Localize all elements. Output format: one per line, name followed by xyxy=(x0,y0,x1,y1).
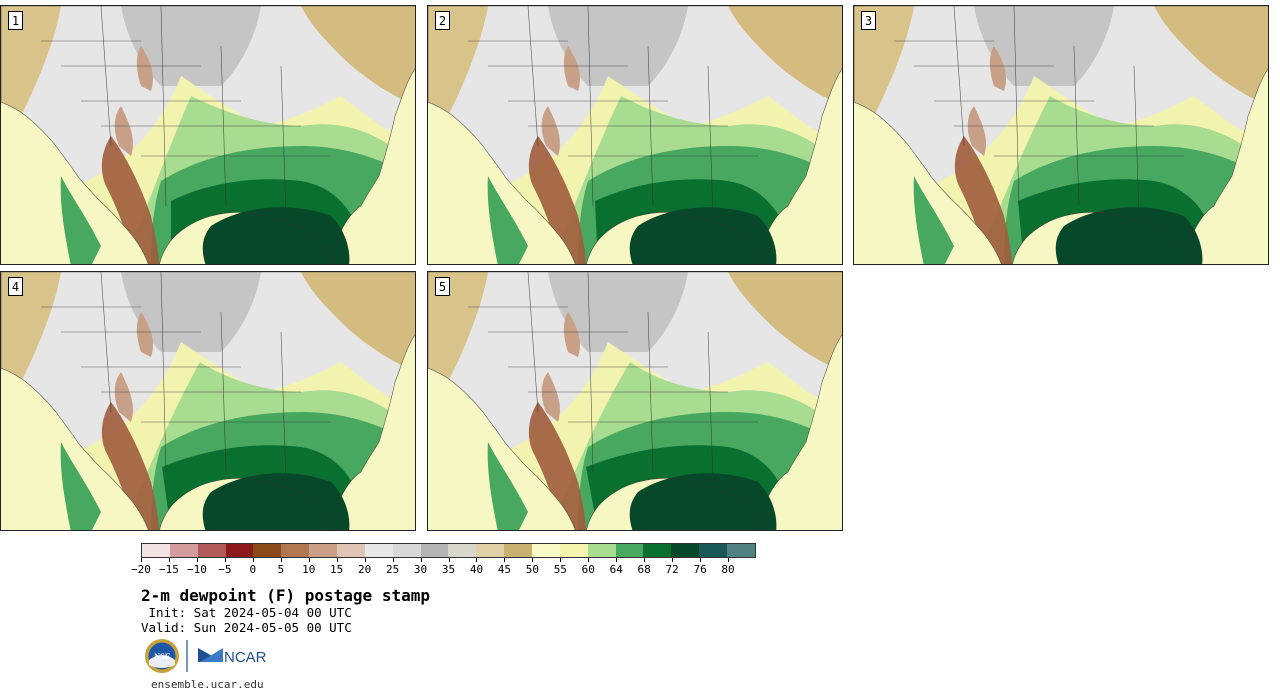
colorbar-swatch xyxy=(615,544,644,557)
tick-label: −10 xyxy=(186,563,207,576)
tick-label: 50 xyxy=(525,563,539,576)
colorbar-swatch xyxy=(476,544,505,557)
colorbar-swatch xyxy=(364,544,393,557)
dewpoint-map-5 xyxy=(428,272,842,530)
colorbar-swatch xyxy=(559,544,588,557)
tick-label: 68 xyxy=(637,563,651,576)
tick-label: 80 xyxy=(721,563,735,576)
dewpoint-map-4 xyxy=(1,272,415,530)
tick-mark xyxy=(728,558,730,562)
nsf-text: NSF xyxy=(154,651,170,661)
tick-label: 55 xyxy=(553,563,567,576)
tick-mark xyxy=(336,558,338,562)
tick-label: 15 xyxy=(330,563,344,576)
tick-label: −20 xyxy=(131,563,151,576)
page-title: 2-m dewpoint (F) postage stamp xyxy=(141,586,430,605)
tick-label: 40 xyxy=(469,563,484,576)
logos: NSF NCAR xyxy=(145,638,275,676)
tick-mark xyxy=(476,558,478,562)
tick-label: 20 xyxy=(358,563,372,576)
colorbar-swatch xyxy=(587,544,616,557)
colorbar-swatch xyxy=(420,544,449,557)
panel-number: 5 xyxy=(435,277,450,296)
ncar-text: NCAR xyxy=(224,649,267,666)
stamp-panel-4: 4 xyxy=(0,271,416,531)
tick-mark xyxy=(224,558,226,562)
tick-label: 10 xyxy=(302,563,316,576)
tick-mark xyxy=(532,558,534,562)
colorbar-swatch xyxy=(169,544,198,557)
colorbar-swatch xyxy=(309,544,338,557)
tick-mark xyxy=(141,558,142,562)
tick-label: 45 xyxy=(497,563,512,576)
tick-label: 0 xyxy=(249,563,257,576)
tick-label: 64 xyxy=(609,563,623,576)
colorbar-swatch xyxy=(225,544,254,557)
tick-mark xyxy=(616,558,618,562)
colorbar-swatch xyxy=(197,544,226,557)
tick-label: −15 xyxy=(159,563,179,576)
colorbar-swatch xyxy=(142,544,170,557)
tick-mark xyxy=(280,558,282,562)
tick-mark xyxy=(504,558,506,562)
colorbar-swatch xyxy=(504,544,533,557)
tick-label: 76 xyxy=(693,563,707,576)
init-time: Init: Sat 2024-05-04 00 UTC xyxy=(141,605,352,620)
stamp-panel-5: 5 xyxy=(427,271,843,531)
colorbar-swatch xyxy=(253,544,282,557)
tick-label: 72 xyxy=(665,563,679,576)
site-url: ensemble.ucar.edu xyxy=(151,678,264,691)
tick-mark xyxy=(700,558,702,562)
valid-time: Valid: Sun 2024-05-05 00 UTC xyxy=(141,620,352,635)
tick-label: 25 xyxy=(385,563,400,576)
colorbar-swatch xyxy=(532,544,560,557)
stamp-panel-3: 3 xyxy=(853,5,1269,265)
colorbar-swatch xyxy=(671,544,700,557)
tick-mark xyxy=(196,558,198,562)
tick-mark xyxy=(252,558,254,562)
tick-mark xyxy=(644,558,646,562)
tick-label: 30 xyxy=(413,563,428,576)
tick-mark xyxy=(448,558,450,562)
tick-mark xyxy=(672,558,674,562)
dewpoint-map-1 xyxy=(1,6,415,264)
colorbar-swatch xyxy=(699,544,728,557)
colorbar-swatch xyxy=(643,544,672,557)
stamp-panel-1: 1 xyxy=(0,5,416,265)
stamp-panel-2: 2 xyxy=(427,5,843,265)
colorbar-swatch xyxy=(337,544,365,557)
tick-mark xyxy=(364,558,366,562)
tick-mark xyxy=(392,558,394,562)
dewpoint-map-2 xyxy=(428,6,842,264)
tick-label: 5 xyxy=(277,563,285,576)
panel-number: 1 xyxy=(8,11,23,30)
panel-number: 3 xyxy=(861,11,876,30)
panel-number: 2 xyxy=(435,11,450,30)
panel-number: 4 xyxy=(8,277,23,296)
colorbar-swatch xyxy=(448,544,477,557)
colorbar xyxy=(141,543,756,558)
colorbar-swatch xyxy=(392,544,421,557)
nsf-logo-icon: NSF xyxy=(145,639,179,673)
tick-label: 60 xyxy=(581,563,595,576)
tick-label: −5 xyxy=(218,563,232,576)
dewpoint-map-3 xyxy=(854,6,1268,264)
tick-mark xyxy=(560,558,562,562)
tick-mark xyxy=(588,558,590,562)
colorbar-swatch xyxy=(281,544,310,557)
tick-mark xyxy=(308,558,310,562)
colorbar-ticks: −20 −15 −10 −5 0 5 10 15 20 25 30 35 40 45 50 55 60 64 68 7… xyxy=(131,558,756,578)
ncar-logo-icon: NCAR xyxy=(198,648,267,666)
tick-mark xyxy=(168,558,170,562)
tick-mark xyxy=(420,558,422,562)
tick-label: 35 xyxy=(441,563,456,576)
colorbar-swatch xyxy=(727,544,755,557)
